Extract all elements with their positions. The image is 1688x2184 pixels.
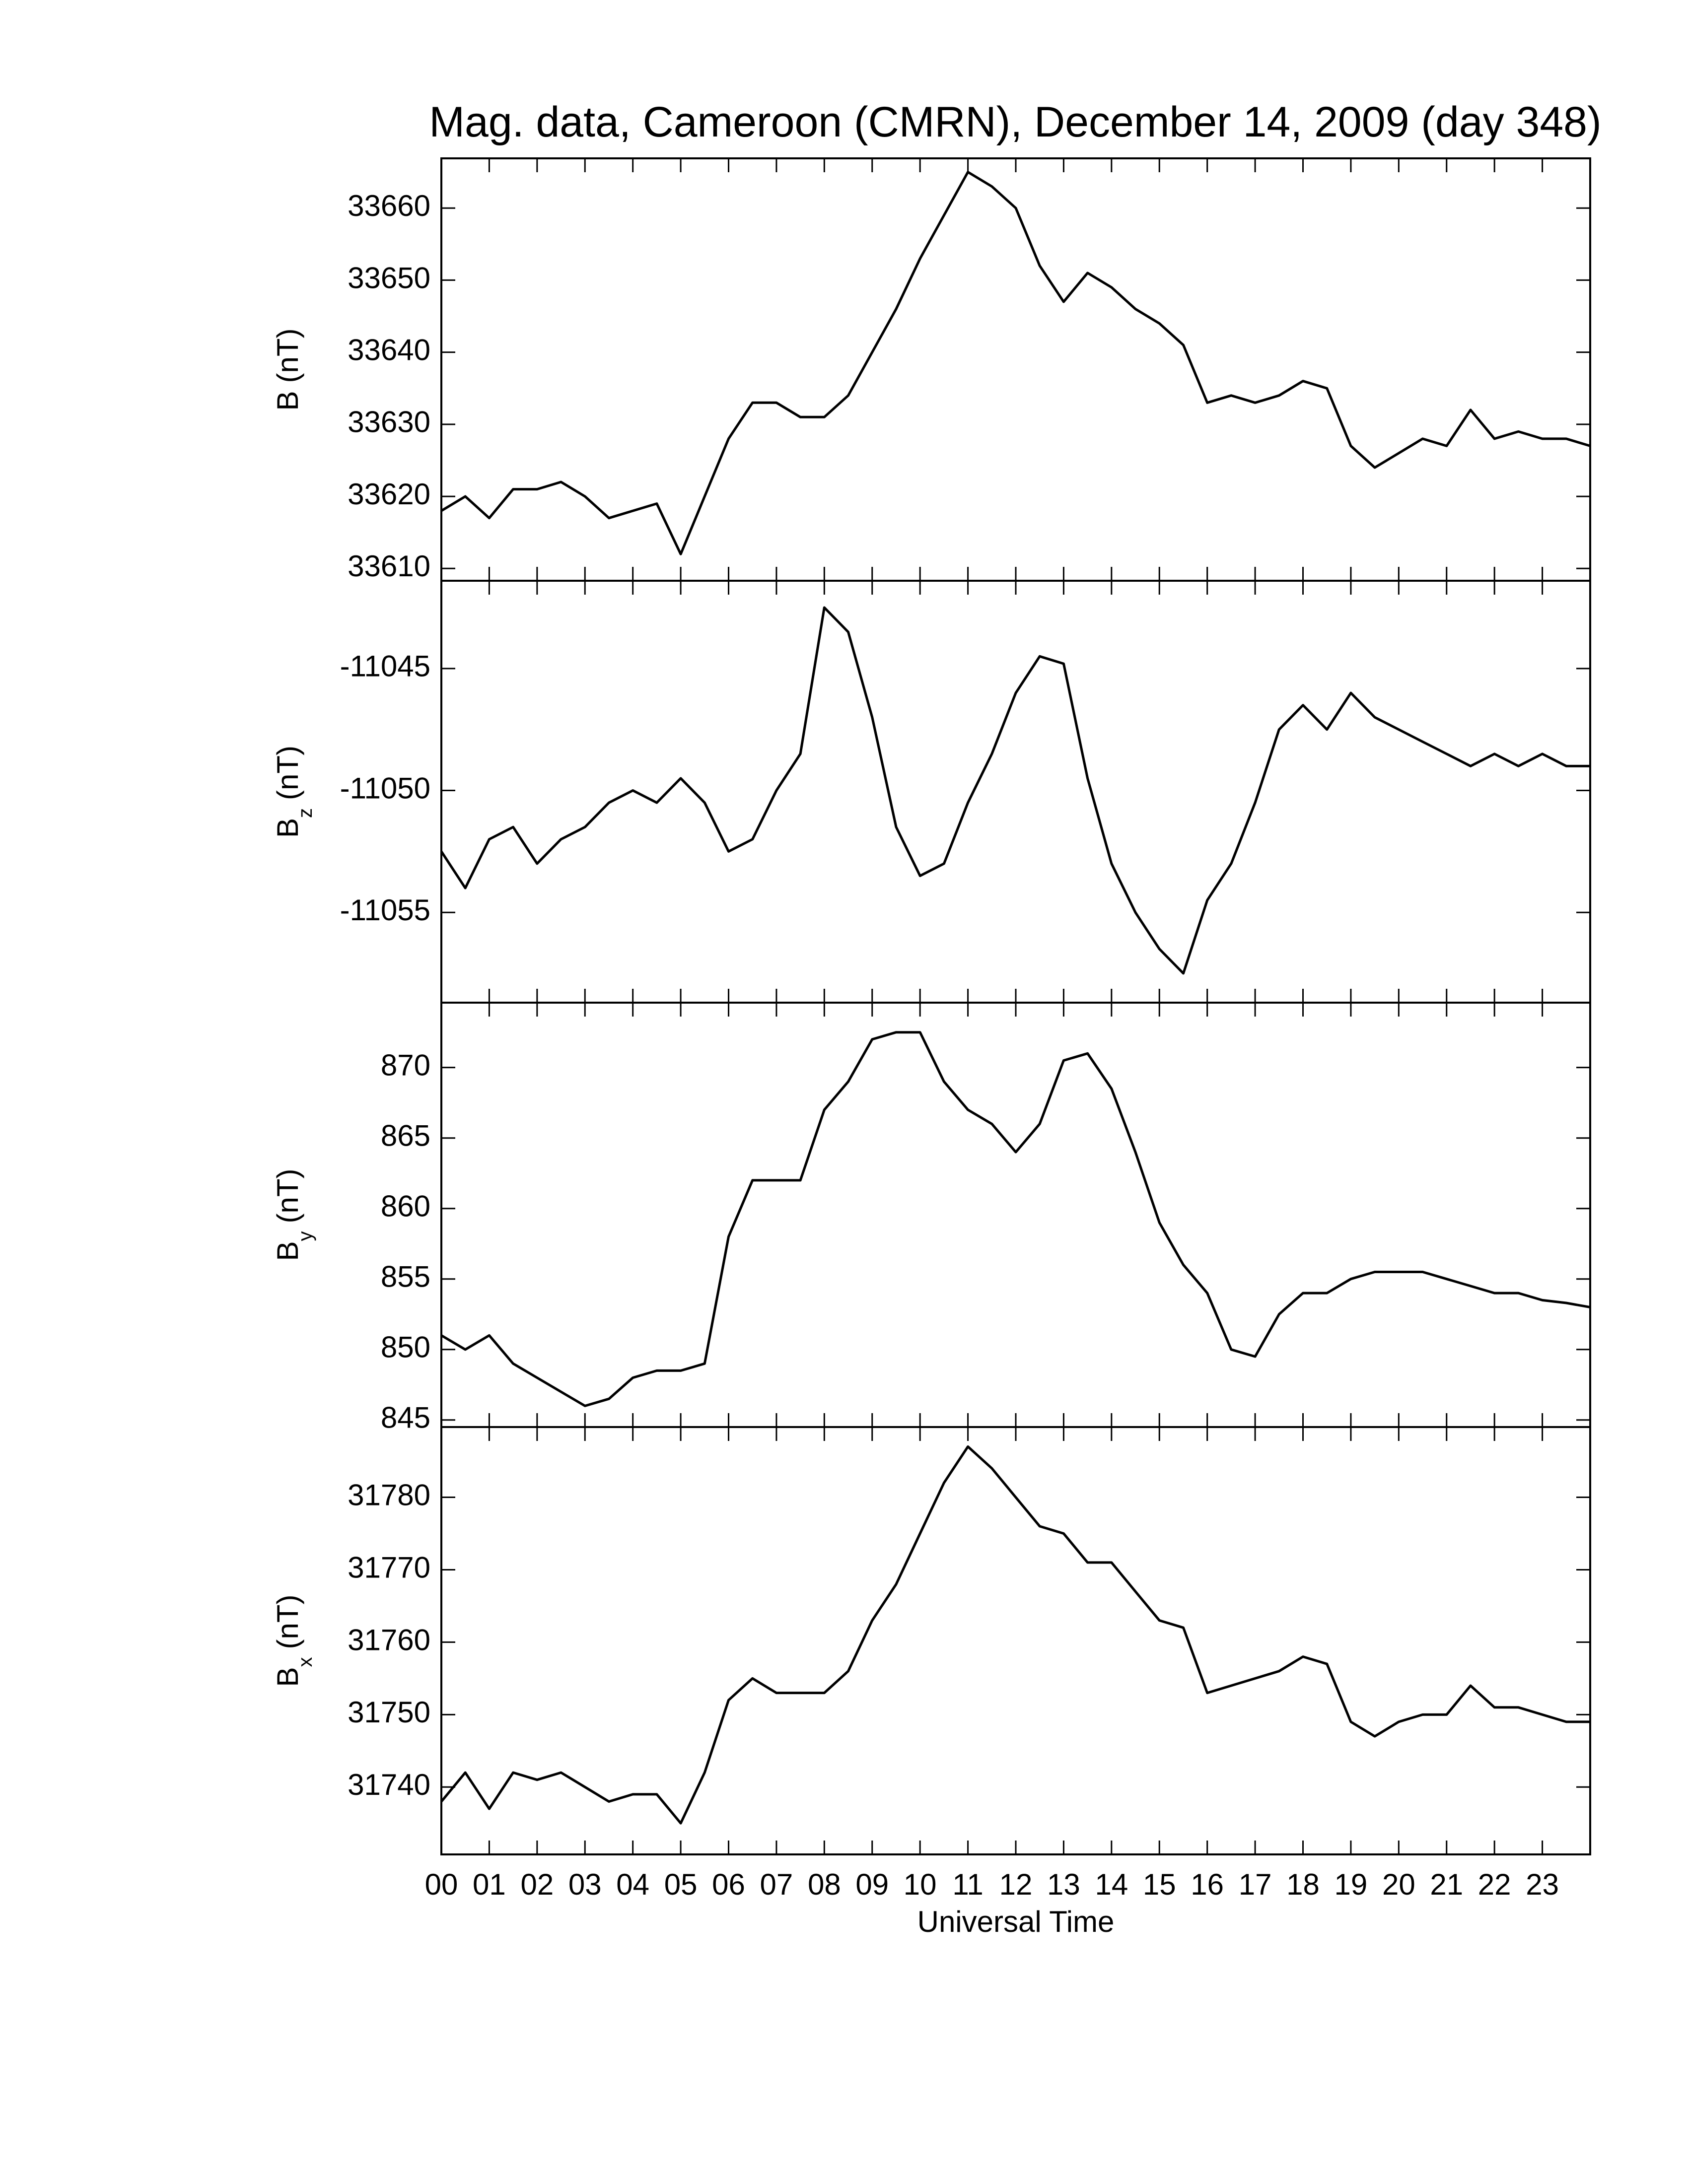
x-tick-label: 08 — [808, 1868, 841, 1901]
y-label-unit: (nT) — [271, 746, 304, 800]
y-label-unit: (nT) — [271, 328, 304, 383]
x-tick-label: 00 — [425, 1868, 458, 1901]
y-label-unit: (nT) — [271, 1594, 304, 1649]
y-tick-label: 33630 — [348, 406, 430, 439]
x-tick-label: 23 — [1526, 1868, 1559, 1901]
x-tick-label: 22 — [1478, 1868, 1511, 1901]
x-tick-label: 03 — [568, 1868, 602, 1901]
y-label-symbol: B — [271, 1241, 304, 1261]
x-tick-label: 02 — [520, 1868, 554, 1901]
y-tick-label: -11045 — [340, 650, 430, 683]
x-tick-label: 19 — [1335, 1868, 1368, 1901]
y-axis-label: By (nT) — [271, 1168, 316, 1261]
x-tick-label: 12 — [999, 1868, 1033, 1901]
y-tick-label: 33610 — [348, 549, 430, 583]
x-tick-label: 01 — [473, 1868, 506, 1901]
plot-frame — [440, 1426, 1591, 1855]
y-tick-label: 855 — [381, 1260, 430, 1294]
y-tick-label: 31750 — [348, 1696, 430, 1729]
x-tick-label: 18 — [1286, 1868, 1320, 1901]
x-tick-label: 09 — [855, 1868, 889, 1901]
x-tick-label: 16 — [1191, 1868, 1224, 1901]
y-label-symbol: B — [271, 818, 304, 838]
x-tick-label: 10 — [904, 1868, 937, 1901]
y-tick-label: 845 — [381, 1401, 430, 1434]
y-tick-label: 31740 — [348, 1768, 430, 1801]
x-tick-label: 07 — [760, 1868, 793, 1901]
y-label-subscript: x — [294, 1657, 316, 1667]
x-tick-label: 14 — [1095, 1868, 1128, 1901]
x-axis-label: Universal Time — [917, 1905, 1115, 1938]
y-label-symbol: B — [271, 1667, 304, 1687]
y-tick-label: 31770 — [348, 1551, 430, 1584]
y-label-subscript: y — [294, 1231, 316, 1241]
x-tick-label: 11 — [952, 1868, 983, 1901]
y-label-subscript: z — [294, 808, 316, 818]
y-tick-label: 870 — [381, 1049, 430, 1082]
y-tick-label: 33640 — [348, 333, 430, 366]
y-axis-label: Bx (nT) — [271, 1594, 316, 1687]
plot-frame — [440, 1002, 1591, 1428]
chart-title: Mag. data, Cameroon (CMRN), December 14,… — [429, 98, 1601, 146]
x-tick-label: 17 — [1239, 1868, 1272, 1901]
plot-frame — [440, 580, 1591, 1004]
data-line — [440, 606, 1590, 975]
y-tick-label: 865 — [381, 1119, 430, 1153]
data-line — [440, 1031, 1591, 1407]
y-axis-label: Bz (nT) — [271, 746, 316, 838]
x-tick-label: 06 — [712, 1868, 745, 1901]
y-label-symbol: B — [271, 391, 304, 410]
y-tick-label: 31760 — [348, 1623, 430, 1656]
y-label-unit: (nT) — [271, 1168, 304, 1223]
y-tick-label: -11055 — [340, 893, 430, 927]
x-tick-label: 21 — [1430, 1868, 1463, 1901]
y-tick-label: 33620 — [348, 478, 430, 511]
y-tick-label: 33660 — [348, 189, 430, 222]
y-tick-label: 33650 — [348, 261, 430, 294]
y-axis-label: B (nT) — [271, 328, 304, 410]
y-tick-label: 850 — [381, 1331, 430, 1364]
x-tick-label: 04 — [616, 1868, 649, 1901]
data-line — [440, 171, 1591, 555]
data-line — [440, 1445, 1590, 1825]
y-tick-label: 31780 — [348, 1478, 430, 1511]
x-tick-label: 20 — [1382, 1868, 1415, 1901]
y-tick-label: 860 — [381, 1190, 430, 1223]
x-tick-label: 15 — [1143, 1868, 1176, 1901]
y-tick-label: -11050 — [340, 771, 430, 805]
x-tick-label: 13 — [1047, 1868, 1080, 1901]
x-tick-label: 05 — [664, 1868, 698, 1901]
